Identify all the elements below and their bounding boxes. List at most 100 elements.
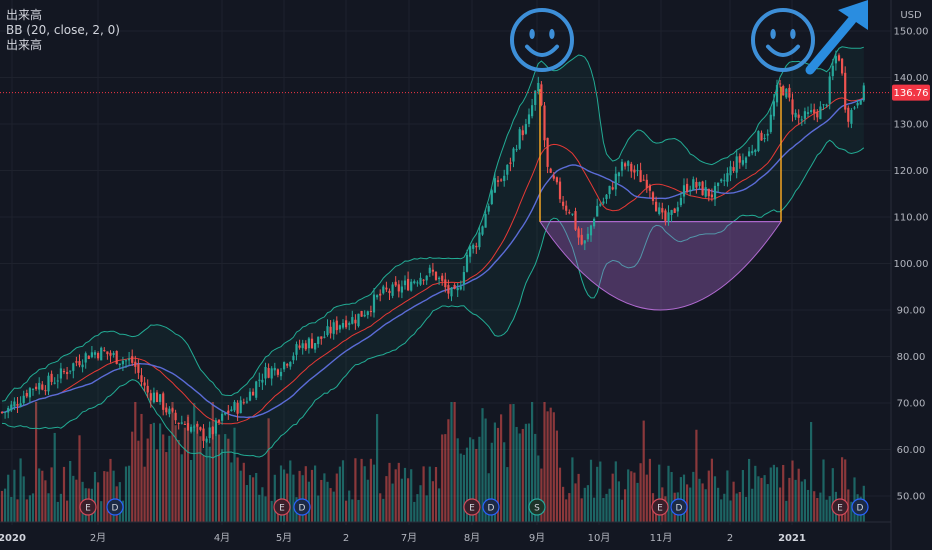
candlesticks [0,50,865,449]
candle-body [534,90,537,105]
event-marker-earnings[interactable]: E [651,498,669,516]
event-marker-dividend[interactable]: D [670,498,688,516]
candle-body [782,86,785,96]
candle-body [323,336,326,338]
volume-bar [822,459,825,522]
candle-body [422,279,425,281]
event-marker-earnings[interactable]: E [273,498,291,516]
candle-body [78,361,81,366]
volume-bar [782,464,785,522]
volume-bar [633,472,636,522]
event-marker-earnings[interactable]: E [463,498,481,516]
candle-body [766,133,769,136]
volume-bar [658,464,661,522]
event-marker-dividend[interactable]: D [482,498,500,516]
volume-bar [686,484,689,522]
event-marker-dividend[interactable]: D [851,498,869,516]
volume-bar [515,426,518,522]
volume-bar [441,434,444,522]
event-marker-earnings[interactable]: E [831,498,849,516]
volume-bar [620,499,624,522]
candle-body [574,211,577,230]
volume-bar [292,474,295,522]
candle-body [183,424,186,426]
volume-bar [751,488,754,522]
volume-bar [521,428,524,522]
candle-body [555,177,558,183]
volume-bar [270,500,273,522]
volume-bar [769,467,772,522]
volume-bar [233,427,236,522]
volume-bar [143,466,146,522]
candle-body [394,281,397,286]
volume-bar [531,402,534,522]
candle-body [813,109,816,114]
candle-body [264,366,267,379]
candle-body [760,132,763,141]
volume-bar [496,427,500,522]
volume-bar [307,481,310,522]
candle-body [345,320,348,328]
legend-volume[interactable]: 出来高 [6,8,43,22]
volume-bar [803,479,806,522]
volume-bar [394,469,397,522]
candle-body [165,407,168,413]
candle-body [292,355,295,361]
candle-body [211,426,214,435]
volume-bar [410,469,413,522]
x-axis[interactable]: 2020 2月 4月 5月 2 7月 8月 9月 10月 11月 2 2021 [0,521,891,544]
svg-text:D: D [488,504,495,514]
candle-body [791,99,794,115]
candle-body [624,163,627,167]
volume-bar [137,440,140,522]
volume-bar [196,423,199,522]
volume-bar [400,478,403,522]
candle-body [512,148,515,162]
legend-bollinger[interactable]: BB (20, close, 2, 0) [6,23,120,37]
volume-bar [348,490,351,522]
y-tick-label: 150.00 [894,27,929,38]
candle-body [645,179,648,189]
candle-body [602,201,605,204]
candle-body [428,267,431,274]
candle-body [577,228,580,238]
volume-bar [602,497,605,522]
volume-bar [109,458,112,522]
cup-shape[interactable] [539,221,782,311]
event-marker-dividend[interactable]: D [106,498,124,516]
y-axis[interactable]: USD 150.00 140.00 130.00 120.00 110.00 100.00… [890,0,929,550]
event-marker-split[interactable]: S [528,498,546,516]
candle-body [106,351,109,355]
volume-bar [704,489,707,522]
candle-body [515,149,518,151]
candle-body [224,412,227,415]
candle-body [10,404,13,411]
legend-volume-2[interactable]: 出来高 [6,38,43,52]
candle-body [450,287,453,297]
candle-body [537,82,540,92]
volume-bar [744,496,748,522]
volume-bar [797,468,800,522]
event-marker-earnings[interactable]: E [79,498,97,516]
candle-body [134,361,137,367]
volume-bar [465,447,469,522]
candle-body [270,368,273,379]
volume-bar [828,496,831,522]
candle-body [636,170,639,172]
y-tick-label: 100.00 [894,259,929,270]
event-marker-dividend[interactable]: D [293,498,311,516]
volume-bar [388,462,391,522]
candle-body [128,358,131,361]
volume-bar [205,440,208,522]
volume-bar [19,458,22,522]
candle-body [562,201,565,206]
candle-body [31,388,35,390]
volume-bar [713,476,717,522]
volume-bar [617,481,620,522]
volume-bar [512,404,515,522]
volume-bar [44,480,47,522]
candle-body [806,112,810,114]
candle-body [841,58,844,74]
